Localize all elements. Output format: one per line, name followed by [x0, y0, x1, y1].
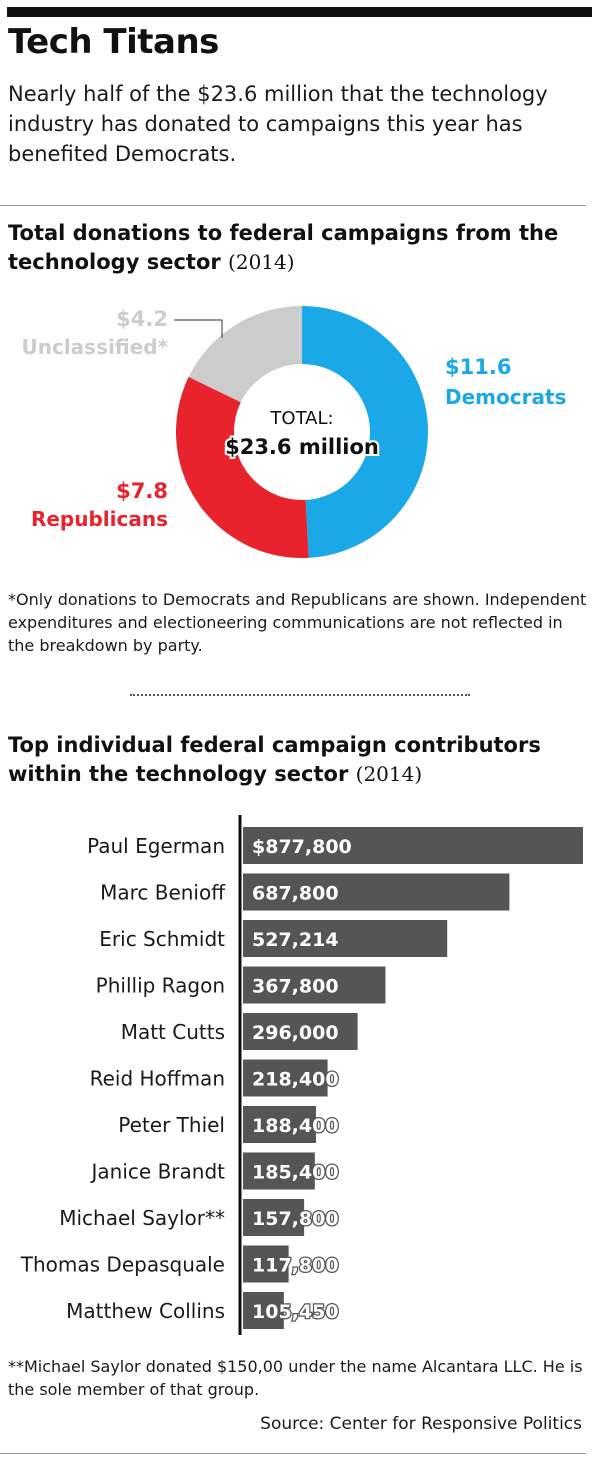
bar-category-label: Peter Thiel: [118, 1113, 225, 1137]
donut-section-title: Total donations to federal campaigns fro…: [8, 219, 598, 277]
bottom-divider: [0, 1453, 586, 1454]
bar-value-label: 296,000: [252, 1022, 339, 1044]
dotted-separator: [130, 694, 470, 696]
donut-slice-republicans: [176, 376, 309, 558]
donut-title-text: Total donations to federal campaigns fro…: [8, 221, 559, 274]
bar-value-label: 117,800: [252, 1255, 339, 1277]
bar-9: [243, 1245, 289, 1283]
donut-category-label-democrats: Democrats: [445, 385, 566, 409]
bar-footnote: **Michael Saylor donated $150,00 under t…: [8, 1357, 583, 1399]
bar-title-text: Top individual federal campaign contribu…: [8, 733, 541, 786]
donut-title-year: (2014): [228, 250, 295, 274]
donut-value-label-democrats: $11.6: [445, 355, 511, 379]
bar-category-label: Paul Egerman: [87, 834, 225, 858]
bar-0: [243, 827, 583, 864]
bar-category-label: Phillip Ragon: [96, 974, 225, 998]
bar-value-label: 105,450: [252, 1301, 339, 1323]
bar-section-title: Top individual federal campaign contribu…: [8, 731, 598, 789]
bar-chart: Paul Egerman $877,800 Marc Benioff 687,800 E…: [20, 815, 583, 1335]
bar-10: [243, 1292, 284, 1329]
bar-category-label: Matt Cutts: [121, 1020, 225, 1044]
donut-slice-democrats: [302, 306, 429, 558]
donut-footnote: *Only donations to Democrats and Republi…: [8, 590, 587, 655]
bar-3: [243, 966, 386, 1004]
bar-value-label: 687,800: [252, 883, 339, 905]
donut-category-label-republicans: Republicans: [31, 507, 168, 531]
bar-5: [243, 1059, 328, 1097]
donut-value-label-unclassified: $4.2: [116, 307, 168, 331]
donut-chart: TOTAL: $23.6 million $11.6 Democrats $7.8 Rep…: [21, 306, 566, 558]
bar-category-label: Eric Schmidt: [99, 927, 225, 951]
donut-center-value: $23.6 million: [225, 435, 379, 459]
bar-category-label: Reid Hoffman: [90, 1067, 225, 1091]
bar-6: [243, 1106, 316, 1143]
bar-1: [243, 873, 510, 911]
bar-value-label: 367,800: [252, 976, 339, 998]
bar-value-label: 218,400: [252, 1069, 339, 1091]
donut-value-label-republicans: $7.8: [116, 479, 168, 503]
page-title: Tech Titans: [8, 22, 219, 62]
bar-value-label: $877,800: [252, 836, 352, 858]
bar-category-label: Marc Benioff: [100, 881, 226, 905]
bar-value-label: 185,400: [252, 1162, 339, 1184]
section-divider: [0, 205, 586, 206]
donut-slice-unclassified: [188, 306, 302, 403]
bar-2: [243, 920, 448, 957]
bar-value-label: 157,800: [252, 1208, 339, 1230]
bar-value-label: 188,400: [252, 1115, 339, 1137]
bar-title-year: (2014): [355, 762, 423, 786]
top-rule: [7, 7, 592, 17]
bar-category-label: Michael Saylor**: [59, 1206, 225, 1230]
donut-leader-line: [174, 319, 223, 338]
source-credit: Source: Center for Responsive Politics: [260, 1414, 582, 1434]
page-subtitle: Nearly half of the $23.6 million that th…: [8, 82, 548, 166]
bar-category-label: Janice Brandt: [90, 1160, 226, 1184]
bar-4: [243, 1013, 358, 1050]
bar-category-label: Matthew Collins: [66, 1299, 225, 1323]
bar-category-label: Thomas Depasquale: [20, 1253, 225, 1277]
donut-center-label: TOTAL:: [269, 408, 333, 429]
bar-7: [243, 1152, 315, 1190]
donut-category-label-unclassified: Unclassified*: [21, 335, 168, 359]
bar-value-label: 527,214: [252, 929, 339, 951]
bar-8: [243, 1199, 305, 1236]
